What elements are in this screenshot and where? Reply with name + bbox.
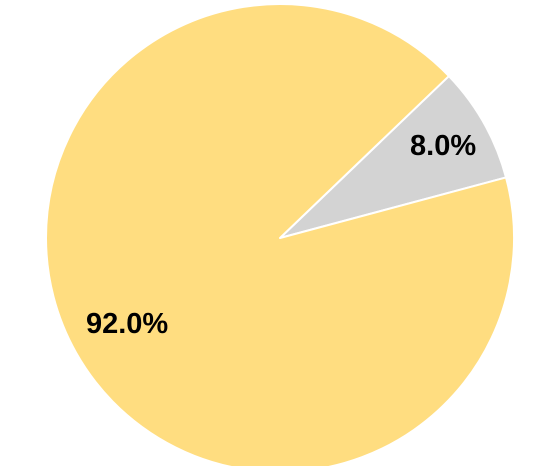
pie-slice-2 [45, 3, 515, 466]
pie-slice-1 [279, 75, 508, 239]
pie-slices [45, 3, 515, 466]
pie-labels: 8.0% 92.0% [86, 130, 476, 340]
slice-label-2: 92.0% [86, 308, 168, 340]
slice-label-1: 8.0% [410, 130, 476, 162]
